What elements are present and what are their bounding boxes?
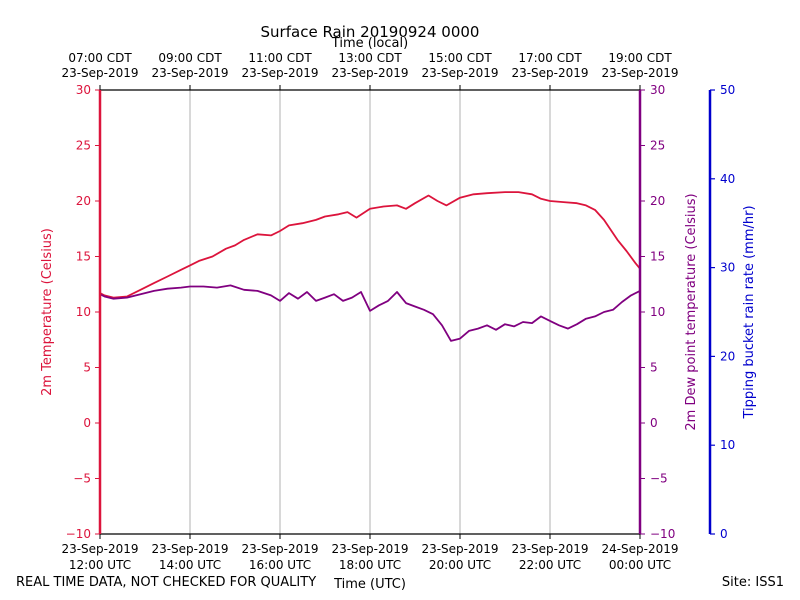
- top-tick-label-date: 23-Sep-2019: [151, 66, 228, 80]
- temperature-tick-label: 30: [76, 83, 91, 97]
- x-axis-label: Time (UTC): [333, 577, 406, 592]
- top-tick-label-date: 23-Sep-2019: [601, 66, 678, 80]
- bottom-tick-label-date: 23-Sep-2019: [331, 542, 408, 556]
- rain-tick-label: 20: [720, 349, 735, 363]
- bottom-tick-label-date: 23-Sep-2019: [421, 542, 498, 556]
- bottom-tick-label-time: 16:00 UTC: [249, 558, 311, 572]
- dewpoint-tick-label: 15: [650, 250, 665, 264]
- top-tick-label-time: 11:00 CDT: [248, 51, 312, 65]
- bottom-tick-label-time: 18:00 UTC: [339, 558, 401, 572]
- rain-tick-label: 30: [720, 261, 735, 275]
- temperature-tick-label: 20: [76, 194, 91, 208]
- dewpoint-tick-label: 0: [650, 416, 658, 430]
- dewpoint-tick-label: −5: [650, 472, 668, 486]
- dewpoint-line: [99, 284, 641, 342]
- top-tick-label-time: 15:00 CDT: [428, 51, 492, 65]
- bottom-tick-label-time: 12:00 UTC: [69, 558, 131, 572]
- temperature-tick-label: 25: [76, 139, 91, 153]
- top-axis-label: Time (local): [331, 36, 408, 51]
- bottom-tick-label-time: 20:00 UTC: [429, 558, 491, 572]
- temperature-line: [99, 191, 641, 299]
- top-tick-label-date: 23-Sep-2019: [421, 66, 498, 80]
- site-label: Site: ISS1: [721, 575, 784, 590]
- quality-disclaimer: REAL TIME DATA, NOT CHECKED FOR QUALITY: [16, 575, 317, 590]
- chart-title: Surface Rain 20190924 0000: [261, 23, 480, 41]
- bottom-tick-label-date: 23-Sep-2019: [241, 542, 318, 556]
- plot-frame: [98, 89, 712, 535]
- top-tick-label-time: 09:00 CDT: [158, 51, 222, 65]
- rain-tick-label: 50: [720, 83, 735, 97]
- top-tick-label-time: 17:00 CDT: [518, 51, 582, 65]
- top-tick-label-date: 23-Sep-2019: [511, 66, 588, 80]
- top-tick-label-date: 23-Sep-2019: [61, 66, 138, 80]
- top-tick-label-time: 07:00 CDT: [68, 51, 132, 65]
- temperature-tick-label: 10: [76, 305, 91, 319]
- data-series: [99, 191, 641, 342]
- bottom-tick-label-time: 14:00 UTC: [159, 558, 221, 572]
- rain-tick-label: 0: [720, 527, 728, 541]
- dewpoint-tick-label: 20: [650, 194, 665, 208]
- dewpoint-tick-label: 10: [650, 305, 665, 319]
- top-tick-label-time: 19:00 CDT: [608, 51, 672, 65]
- bottom-tick-label-time: 22:00 UTC: [519, 558, 581, 572]
- top-tick-label-date: 23-Sep-2019: [331, 66, 408, 80]
- dewpoint-tick-label: 5: [650, 361, 658, 375]
- dewpoint-tick-label: −10: [650, 527, 675, 541]
- temperature-tick-label: 15: [76, 250, 91, 264]
- temperature-tick-label: −10: [66, 527, 91, 541]
- temperature-tick-label: 0: [83, 416, 91, 430]
- dewpoint-tick-label: 30: [650, 83, 665, 97]
- top-tick-label-time: 13:00 CDT: [338, 51, 402, 65]
- rain-tick-label: 10: [720, 438, 735, 452]
- y-axis-label-rain-rate: Tipping bucket rain rate (mm/hr): [742, 205, 757, 419]
- dewpoint-tick-label: 25: [650, 139, 665, 153]
- bottom-tick-label-time: 00:00 UTC: [609, 558, 671, 572]
- bottom-tick-label-date: 23-Sep-2019: [151, 542, 228, 556]
- bottom-tick-label-date: 24-Sep-2019: [601, 542, 678, 556]
- bottom-tick-label-date: 23-Sep-2019: [511, 542, 588, 556]
- temperature-tick-label: −5: [73, 472, 91, 486]
- bottom-tick-label-date: 23-Sep-2019: [61, 542, 138, 556]
- rain-tick-label: 40: [720, 172, 735, 186]
- vertical-grid: [189, 90, 551, 534]
- y-axis-label-temperature: 2m Temperature (Celsius): [40, 228, 55, 396]
- y-axis-label-dewpoint: 2m Dew point temperature (Celsius): [684, 193, 699, 430]
- temperature-tick-label: 5: [83, 361, 91, 375]
- top-tick-label-date: 23-Sep-2019: [241, 66, 318, 80]
